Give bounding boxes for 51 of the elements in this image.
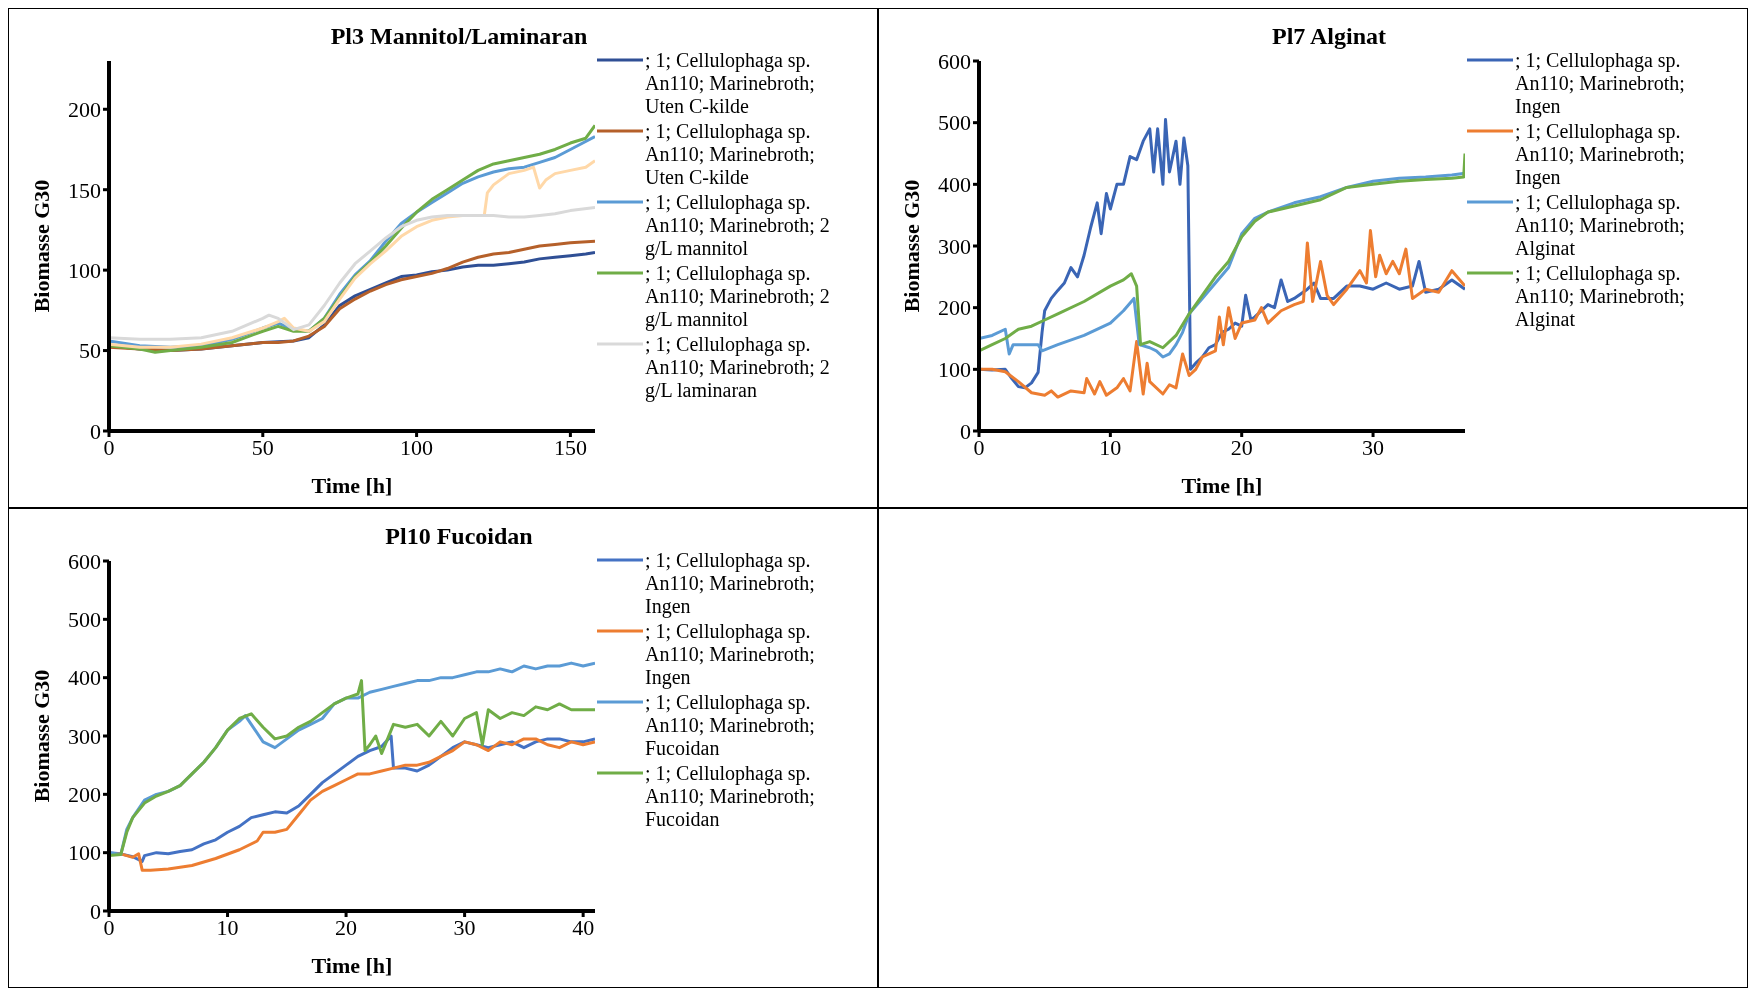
chart-title: Pl10 Fucoidan	[384, 523, 534, 550]
y-tick-label: 600	[68, 548, 101, 574]
x-tick-label: 40	[572, 914, 595, 940]
legend-label: ; 1; Cellulophaga sp. An110; Marinebroth; 2 g/L laminaran	[645, 333, 831, 402]
y-tick-label: 300	[68, 723, 101, 749]
y-tick-label: 400	[68, 665, 101, 691]
y-tick-label: 600	[938, 48, 971, 74]
legend-label: ; 1; Cellulophaga sp. An110; Marinebroth; 2 g/L mannitol	[645, 191, 831, 260]
y-tick-label: 0	[90, 898, 101, 924]
x-tick-label: 20	[1230, 434, 1253, 460]
legend-label: ; 1; Cellulophaga sp. An110; Marinebroth; Alginat	[1515, 191, 1686, 260]
x-axis-title: Time [h]	[311, 952, 393, 978]
legend-label: ; 1; Cellulophaga sp. An110; Marinebroth; Ingen	[1515, 120, 1686, 189]
x-tick-label: 100	[400, 434, 434, 460]
y-tick-label: 50	[79, 338, 101, 364]
y-axis-title: Biomasse G30	[28, 669, 54, 803]
legend-label: ; 1; Cellulophaga sp. An110; Marinebroth; Fucoidan	[645, 762, 816, 831]
y-axis-title: Biomasse G30	[28, 179, 54, 313]
legend-label: ; 1; Cellulophaga sp. An110; Marinebroth; Uten C-kilde	[645, 120, 816, 189]
x-tick-label: 10	[216, 914, 239, 940]
y-tick-label: 150	[68, 177, 101, 203]
chart-title: Pl3 Mannitol/Laminaran	[329, 23, 589, 50]
y-tick-label: 0	[90, 418, 101, 444]
legend-label: ; 1; Cellulophaga sp. An110; Marinebroth; Ingen	[645, 620, 816, 689]
y-tick-label: 200	[68, 97, 101, 123]
chart-title: Pl7 Alginat	[1271, 23, 1387, 50]
legend-label: ; 1; Cellulophaga sp. An110; Marinebroth; Ingen	[1515, 49, 1686, 118]
y-tick-label: 300	[938, 233, 971, 259]
legend-label: ; 1; Cellulophaga sp. An110; Marinebroth; Ingen	[645, 549, 816, 618]
legend-label: ; 1; Cellulophaga sp. An110; Marinebroth; Fucoidan	[645, 691, 816, 760]
legend-label: ; 1; Cellulophaga sp. An110; Marinebroth; Alginat	[1515, 262, 1686, 331]
y-tick-label: 0	[960, 418, 971, 444]
x-tick-label: 20	[335, 914, 358, 940]
y-tick-label: 500	[938, 110, 971, 136]
legend-label: ; 1; Cellulophaga sp. An110; Marinebroth; Uten C-kilde	[645, 49, 816, 118]
y-tick-label: 200	[68, 782, 101, 808]
x-axis-title: Time [h]	[311, 472, 393, 498]
y-axis-title: Biomasse G30	[898, 179, 924, 313]
y-tick-label: 100	[938, 357, 971, 383]
y-tick-label: 100	[68, 840, 101, 866]
y-tick-label: 100	[68, 257, 101, 283]
x-tick-label: 10	[1099, 434, 1122, 460]
x-tick-label: 50	[251, 434, 274, 460]
x-axis-title: Time [h]	[1181, 472, 1263, 498]
x-tick-label: 30	[1362, 434, 1385, 460]
legend-label: ; 1; Cellulophaga sp. An110; Marinebroth; 2 g/L mannitol	[645, 262, 831, 331]
x-tick-label: 150	[553, 434, 587, 460]
y-tick-label: 200	[938, 295, 971, 321]
y-tick-label: 400	[938, 172, 971, 198]
y-tick-label: 500	[68, 607, 101, 633]
x-tick-label: 30	[453, 914, 476, 940]
